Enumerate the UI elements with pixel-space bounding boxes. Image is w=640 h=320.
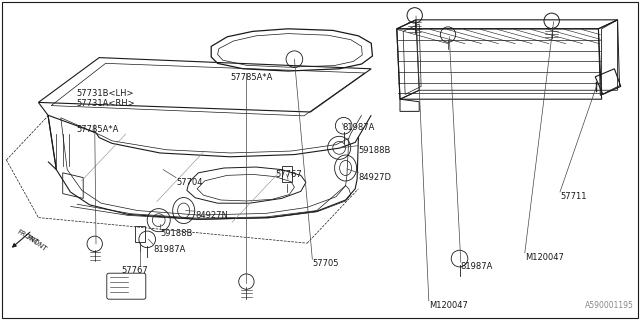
Text: 81987A: 81987A bbox=[461, 262, 493, 271]
Text: 84927D: 84927D bbox=[358, 173, 392, 182]
Text: 59188B: 59188B bbox=[160, 229, 193, 238]
Text: 84927N: 84927N bbox=[195, 211, 228, 220]
Text: M120047: M120047 bbox=[525, 253, 564, 262]
Text: M120047: M120047 bbox=[429, 301, 468, 310]
Text: FRONT: FRONT bbox=[16, 228, 40, 245]
Text: 57767: 57767 bbox=[122, 266, 148, 275]
Text: 57785A*A: 57785A*A bbox=[77, 125, 119, 134]
Text: 59188B: 59188B bbox=[358, 146, 391, 155]
Text: FRONT: FRONT bbox=[24, 234, 47, 252]
Text: 57767: 57767 bbox=[275, 170, 302, 179]
Text: A590001195: A590001195 bbox=[585, 301, 634, 310]
Text: 81987A: 81987A bbox=[154, 245, 186, 254]
Text: 57731A<RH>: 57731A<RH> bbox=[77, 99, 136, 108]
Text: 57731B<LH>: 57731B<LH> bbox=[77, 89, 134, 98]
Text: 81987A: 81987A bbox=[342, 123, 375, 132]
Text: 57785A*A: 57785A*A bbox=[230, 73, 273, 82]
Text: 57711: 57711 bbox=[560, 192, 586, 201]
Bar bbox=[134, 226, 145, 242]
Text: 57704: 57704 bbox=[176, 178, 202, 187]
Bar bbox=[282, 166, 292, 182]
Text: 57705: 57705 bbox=[312, 259, 339, 268]
